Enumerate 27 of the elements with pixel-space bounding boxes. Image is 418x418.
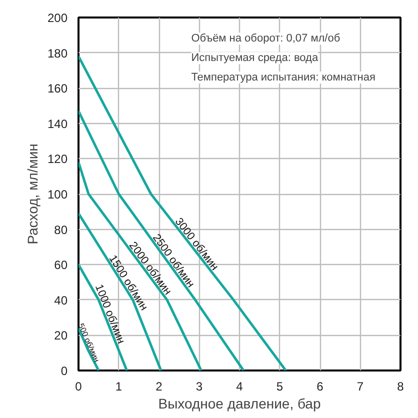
y-tick-label: 60 — [54, 258, 68, 272]
x-tick-label: 3 — [196, 380, 203, 394]
y-tick-label: 160 — [47, 82, 68, 96]
y-tick-label: 0 — [60, 364, 68, 378]
annotation: Объём на оборот: 0,07 мл/об — [191, 32, 340, 45]
y-tick-label: 180 — [47, 46, 68, 60]
x-axis-title: Выходное давление, бар — [158, 396, 321, 412]
x-tick-label: 5 — [276, 380, 284, 394]
x-tick-label: 0 — [75, 380, 82, 394]
y-axis-title: Расход, мл/мин — [24, 144, 40, 244]
y-tick-label: 100 — [47, 188, 68, 202]
x-tick-label: 2 — [156, 380, 163, 394]
x-tick-label: 6 — [316, 380, 324, 394]
y-tick-label: 40 — [54, 293, 68, 308]
y-tick-label: 80 — [54, 222, 68, 237]
x-tick-label: 1 — [115, 380, 122, 394]
annotation: Температура испытания: комнатная — [191, 72, 376, 84]
line-series — [78, 110, 245, 370]
y-tick-label: 200 — [47, 11, 68, 25]
y-tick-label: 140 — [47, 116, 68, 131]
annotation: Испытуемая среда: вода — [191, 52, 319, 64]
x-tick-label: 4 — [236, 380, 244, 394]
y-tick-label: 20 — [54, 328, 68, 343]
y-tick-label: 120 — [47, 152, 68, 166]
x-tick-label: 7 — [356, 380, 364, 394]
text: 500 об/мин — [76, 322, 102, 364]
x-tick-label: 8 — [397, 380, 404, 394]
